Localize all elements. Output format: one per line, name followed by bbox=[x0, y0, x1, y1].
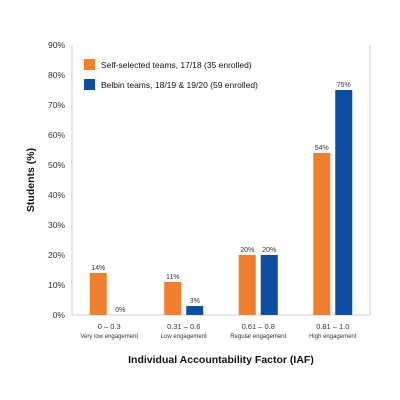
y-tick-label-60: 60% bbox=[48, 130, 65, 140]
data-label-series-1-cat-0: 0% bbox=[115, 307, 125, 314]
data-label-series-0-cat-0: 14% bbox=[91, 265, 105, 272]
y-tick-label-20: 20% bbox=[48, 250, 65, 260]
bar-series-0-cat-2 bbox=[238, 255, 256, 315]
y-tick-label-10: 10% bbox=[48, 280, 65, 290]
x-category-sublabel-0: Very low engagement bbox=[80, 334, 138, 340]
y-tick-labels: 0% 10% 20% 30% 40% 50% 60% 70% 80% 90% bbox=[48, 40, 65, 320]
legend: Self-selected teams, 17/18 (35 enrolled)… bbox=[84, 59, 258, 90]
x-axis-title: Individual Accountability Factor (IAF) bbox=[128, 354, 314, 366]
y-tick-label-0: 0% bbox=[53, 310, 66, 320]
data-labels: 14% 0% 11% 3% 20% 20% 54% 75% bbox=[91, 82, 351, 314]
y-tick-label-50: 50% bbox=[48, 160, 65, 170]
data-label-series-1-cat-2: 20% bbox=[262, 247, 276, 254]
bar-series-1-cat-1 bbox=[186, 306, 204, 315]
bar-series-0-cat-0 bbox=[89, 273, 107, 315]
data-label-series-1-cat-1: 3% bbox=[190, 298, 200, 305]
data-label-series-0-cat-2: 20% bbox=[240, 247, 254, 254]
y-tick-label-70: 70% bbox=[48, 100, 65, 110]
y-tick-label-40: 40% bbox=[48, 190, 65, 200]
x-category-sublabel-1: Low engagement bbox=[161, 334, 207, 340]
bars bbox=[89, 90, 353, 315]
y-tick-label-80: 80% bbox=[48, 70, 65, 80]
legend-label-self-selected: Self-selected teams, 17/18 (35 enrolled) bbox=[101, 60, 252, 70]
bar-series-0-cat-1 bbox=[164, 282, 182, 315]
x-category-label-3: 0.81 – 1.0 bbox=[316, 322, 349, 331]
x-category-label-1: 0.31 – 0.6 bbox=[167, 322, 200, 331]
legend-swatch-self-selected bbox=[84, 59, 95, 70]
data-label-series-0-cat-3: 54% bbox=[315, 145, 329, 152]
x-category-label-2: 0.61 – 0.8 bbox=[242, 322, 275, 331]
x-category-labels: 0 – 0.3 Very low engagement 0.31 – 0.6 Low … bbox=[80, 322, 356, 340]
x-category-sublabel-2: Regular engagement bbox=[230, 334, 286, 340]
y-tick-label-30: 30% bbox=[48, 220, 65, 230]
y-tick-label-90: 90% bbox=[48, 40, 65, 50]
bar-series-0-cat-3 bbox=[313, 153, 331, 315]
legend-swatch-belbin bbox=[84, 79, 95, 90]
y-axis-title: Students (%) bbox=[25, 148, 37, 212]
x-category-sublabel-3: High engagement bbox=[309, 334, 357, 340]
x-category-label-0: 0 – 0.3 bbox=[98, 322, 121, 331]
legend-label-belbin: Belbin teams, 18/19 & 19/20 (59 enrolled… bbox=[101, 80, 258, 90]
bar-series-1-cat-2 bbox=[260, 255, 278, 315]
data-label-series-1-cat-3: 75% bbox=[337, 82, 351, 89]
data-label-series-0-cat-1: 11% bbox=[166, 274, 180, 281]
bar-series-1-cat-3 bbox=[335, 90, 353, 315]
